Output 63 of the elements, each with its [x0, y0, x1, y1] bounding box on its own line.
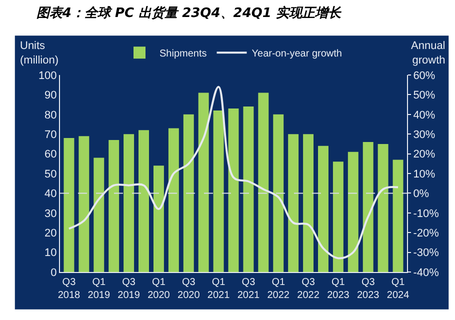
bar — [228, 108, 239, 272]
y-tick-label: 30 — [44, 208, 57, 220]
y-axis-title: Units (million) — [20, 40, 58, 66]
bar — [273, 114, 284, 272]
y-tick-label: 40 — [44, 188, 57, 200]
x-tick-label: Q1 2019 — [88, 277, 110, 301]
y2-tick-label: -40% — [413, 266, 440, 279]
bar — [348, 152, 358, 272]
bar — [94, 158, 104, 272]
bar — [213, 110, 224, 272]
x-tick-label: Q1 2024 — [386, 277, 410, 301]
bar — [392, 160, 404, 272]
chart-title: 图表4：全球 PC 出货量 23Q4、24Q1 实现正增长 — [36, 5, 342, 22]
bar — [64, 138, 74, 272]
bar — [153, 166, 164, 272]
bar — [303, 134, 314, 272]
y-tick-label: 70 — [44, 128, 57, 141]
y2-tick-label: 10% — [413, 168, 436, 180]
y2-tick-label: -10% — [413, 208, 440, 220]
bar — [168, 128, 179, 272]
bar — [78, 136, 90, 272]
y-tick-label: 50 — [44, 168, 57, 180]
y2-tick-label: -20% — [413, 227, 440, 240]
bar — [198, 92, 209, 272]
y-tick-label: 60 — [44, 148, 57, 161]
x-tick-label: Q1 2021 — [207, 277, 230, 301]
legend-label: Shipments — [160, 48, 207, 60]
y2-tick-label: 0% — [413, 188, 430, 200]
x-tick-label: Q3 2022 — [297, 277, 320, 301]
bar — [258, 92, 269, 272]
x-tick-label: Q3 2020 — [178, 277, 200, 301]
bar — [378, 144, 388, 272]
y-tick-label: 90 — [44, 90, 57, 102]
bar — [243, 106, 254, 272]
bar — [332, 162, 344, 272]
x-tick-label: Q3 2023 — [356, 277, 380, 301]
x-tick-label: Q1 2022 — [267, 277, 290, 301]
bar — [108, 140, 120, 272]
y2-tick-label: 60% — [413, 70, 436, 82]
bar — [362, 142, 374, 272]
y-tick-label: 100 — [38, 70, 57, 82]
bar — [183, 114, 194, 272]
y-tick-label: 10 — [44, 247, 57, 260]
bar — [288, 134, 299, 272]
y2-axis-title: Annual growth — [411, 40, 446, 66]
y-tick-label: 0 — [50, 266, 57, 279]
bar — [138, 130, 149, 272]
bar — [318, 146, 328, 272]
y2-tick-label: 30% — [413, 128, 436, 141]
x-tick-label: Q1 2020 — [148, 277, 170, 301]
legend-label: Year-on-year growth — [252, 48, 342, 60]
x-tick-label: Q1 2023 — [327, 277, 350, 301]
y2-tick-label: 20% — [413, 148, 436, 161]
y2-tick-label: 40% — [413, 109, 436, 122]
y2-tick-label: -30% — [413, 247, 440, 260]
y-tick-label: 20 — [44, 227, 57, 240]
x-tick-label: Q3 2018 — [58, 277, 81, 301]
y2-tick-label: 50% — [413, 90, 436, 102]
x-tick-label: Q3 2021 — [237, 277, 260, 301]
x-tick-label: Q3 2019 — [118, 277, 140, 301]
y-tick-label: 80 — [44, 109, 57, 122]
line-series — [68, 86, 400, 260]
bar — [124, 134, 134, 272]
